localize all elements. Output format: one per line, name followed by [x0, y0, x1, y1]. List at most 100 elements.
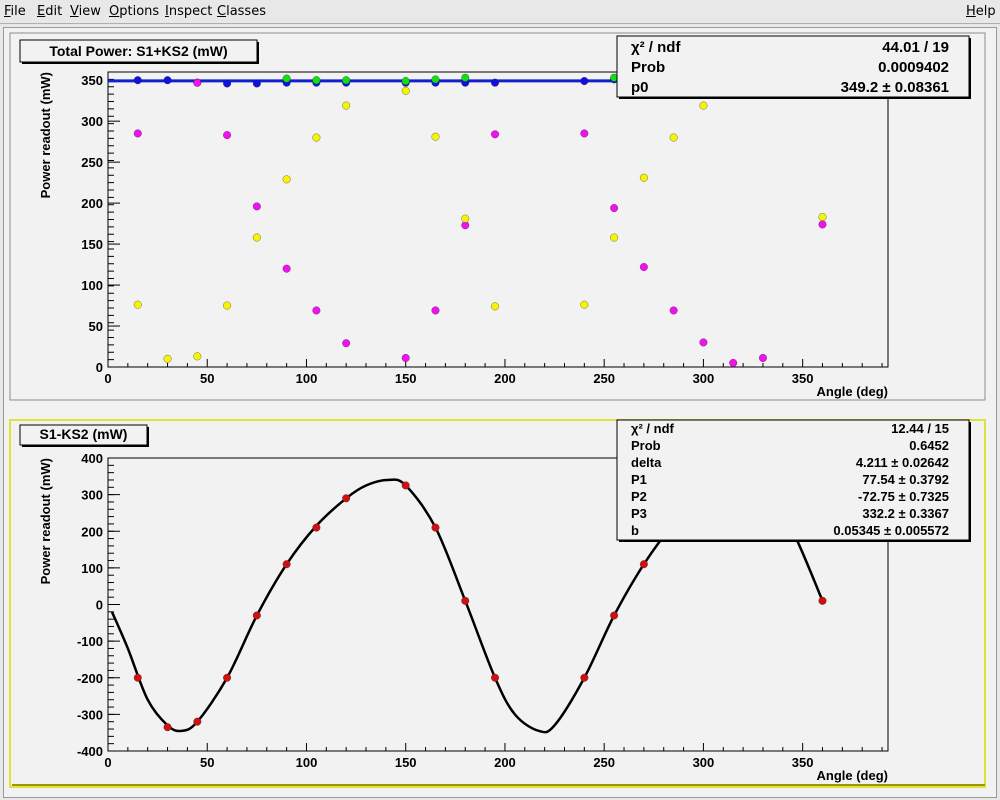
- data-point[interactable]: [312, 76, 321, 85]
- data-point[interactable]: [223, 301, 232, 310]
- data-point[interactable]: [699, 338, 708, 347]
- data-point[interactable]: [491, 302, 499, 311]
- data-point[interactable]: [431, 306, 440, 315]
- menu-options[interactable]: Options: [109, 4, 160, 19]
- data-point[interactable]: [163, 723, 172, 732]
- menu-classes[interactable]: Classes: [217, 4, 266, 19]
- data-point[interactable]: [610, 233, 619, 242]
- data-point[interactable]: [312, 523, 321, 532]
- menu-file[interactable]: File: [4, 4, 26, 19]
- data-point[interactable]: [223, 673, 232, 682]
- data-point[interactable]: [133, 76, 142, 85]
- data-point[interactable]: [580, 673, 589, 682]
- data-point[interactable]: [252, 611, 261, 620]
- x-tick-label: 350: [792, 371, 814, 386]
- data-point[interactable]: [491, 673, 499, 682]
- data-point[interactable]: [699, 101, 708, 110]
- data-point[interactable]: [461, 73, 470, 82]
- data-point[interactable]: [431, 523, 440, 532]
- data-point[interactable]: [133, 129, 142, 138]
- series-magenta: [133, 78, 827, 367]
- title-box: [19, 424, 148, 446]
- y-tick-label: -100: [77, 634, 103, 649]
- data-point[interactable]: [610, 611, 619, 620]
- y-tick-label: 0: [96, 598, 103, 613]
- data-point[interactable]: [580, 77, 589, 85]
- data-point[interactable]: [312, 133, 321, 142]
- data-point[interactable]: [818, 213, 827, 221]
- menu-bar: File Edit View Options Inspect Classes H…: [0, 0, 1000, 24]
- data-point[interactable]: [282, 175, 291, 184]
- stats-label: P2: [631, 489, 647, 504]
- data-point[interactable]: [401, 481, 410, 490]
- plot-frame: [107, 71, 889, 368]
- data-point[interactable]: [193, 717, 202, 726]
- menu-help[interactable]: Help: [966, 4, 996, 19]
- data-point[interactable]: [342, 494, 351, 503]
- data-point[interactable]: [461, 596, 470, 605]
- data-point[interactable]: [639, 263, 648, 271]
- data-point[interactable]: [729, 358, 738, 367]
- data-point[interactable]: [193, 352, 202, 361]
- data-point[interactable]: [312, 306, 321, 315]
- stats-label: p0: [631, 79, 649, 96]
- data-point[interactable]: [491, 130, 499, 139]
- data-point[interactable]: [342, 76, 351, 85]
- data-point[interactable]: [580, 300, 589, 309]
- x-tick-label: 0: [104, 755, 111, 770]
- data-point[interactable]: [342, 339, 351, 348]
- data-point[interactable]: [252, 79, 261, 88]
- y-axis-label: Power readout (mW): [38, 458, 53, 584]
- data-point[interactable]: [282, 560, 291, 569]
- data-point[interactable]: [401, 354, 410, 362]
- y-tick-label: 300: [81, 114, 103, 129]
- data-point[interactable]: [223, 79, 232, 88]
- data-point[interactable]: [431, 132, 440, 141]
- data-point[interactable]: [401, 77, 410, 85]
- data-point[interactable]: [342, 101, 351, 110]
- y-tick-label: 150: [81, 237, 103, 252]
- data-point[interactable]: [639, 173, 648, 182]
- stats-box: [616, 35, 970, 98]
- x-tick-label: 350: [792, 755, 814, 770]
- data-point[interactable]: [282, 264, 291, 273]
- stats-value: 4.211 ± 0.02642: [856, 455, 949, 470]
- data-point[interactable]: [461, 214, 470, 223]
- data-point[interactable]: [818, 220, 827, 229]
- data-point[interactable]: [431, 75, 440, 84]
- data-point[interactable]: [610, 204, 619, 212]
- chart-title: S1-KS2 (mW): [40, 426, 128, 442]
- x-axis-label: Angle (deg): [817, 768, 889, 783]
- chart-panel-2[interactable]: 0 50 100 150 200 250 300 350 -400 -300 -200 -100 0 10…: [9, 419, 986, 788]
- y-tick-label: 50: [89, 319, 103, 334]
- data-point[interactable]: [163, 354, 172, 363]
- menu-view[interactable]: View: [70, 4, 101, 19]
- data-point[interactable]: [163, 76, 172, 85]
- x-tick-label: 200: [494, 755, 516, 770]
- y-tick-label: 200: [81, 524, 103, 539]
- y-tick-label: 100: [81, 561, 103, 576]
- data-point[interactable]: [133, 300, 142, 309]
- data-point[interactable]: [639, 560, 648, 569]
- data-point[interactable]: [580, 129, 589, 138]
- data-point[interactable]: [193, 78, 202, 87]
- data-point[interactable]: [669, 306, 678, 315]
- data-point[interactable]: [401, 86, 410, 95]
- stats-value: 77.54 ± 0.3792: [862, 472, 949, 487]
- data-point[interactable]: [282, 74, 291, 83]
- data-point[interactable]: [252, 233, 261, 242]
- data-point[interactable]: [223, 131, 232, 140]
- data-point[interactable]: [759, 354, 767, 362]
- chart-panel-1[interactable]: 0 50 100 150 200 250 300 350 0 50 100 150 200 250 300 3…: [9, 32, 986, 401]
- chart-title: Total Power: S1+KS2 (mW): [49, 43, 227, 59]
- data-point[interactable]: [491, 78, 499, 87]
- x-tick-label: 150: [395, 371, 417, 386]
- data-point[interactable]: [818, 596, 827, 605]
- data-point[interactable]: [252, 202, 261, 211]
- menu-edit[interactable]: Edit: [37, 4, 63, 19]
- data-point[interactable]: [133, 673, 142, 682]
- menu-inspect[interactable]: Inspect: [165, 4, 213, 19]
- stats-value: 349.2 ± 0.08361: [841, 79, 949, 96]
- data-point[interactable]: [669, 133, 678, 142]
